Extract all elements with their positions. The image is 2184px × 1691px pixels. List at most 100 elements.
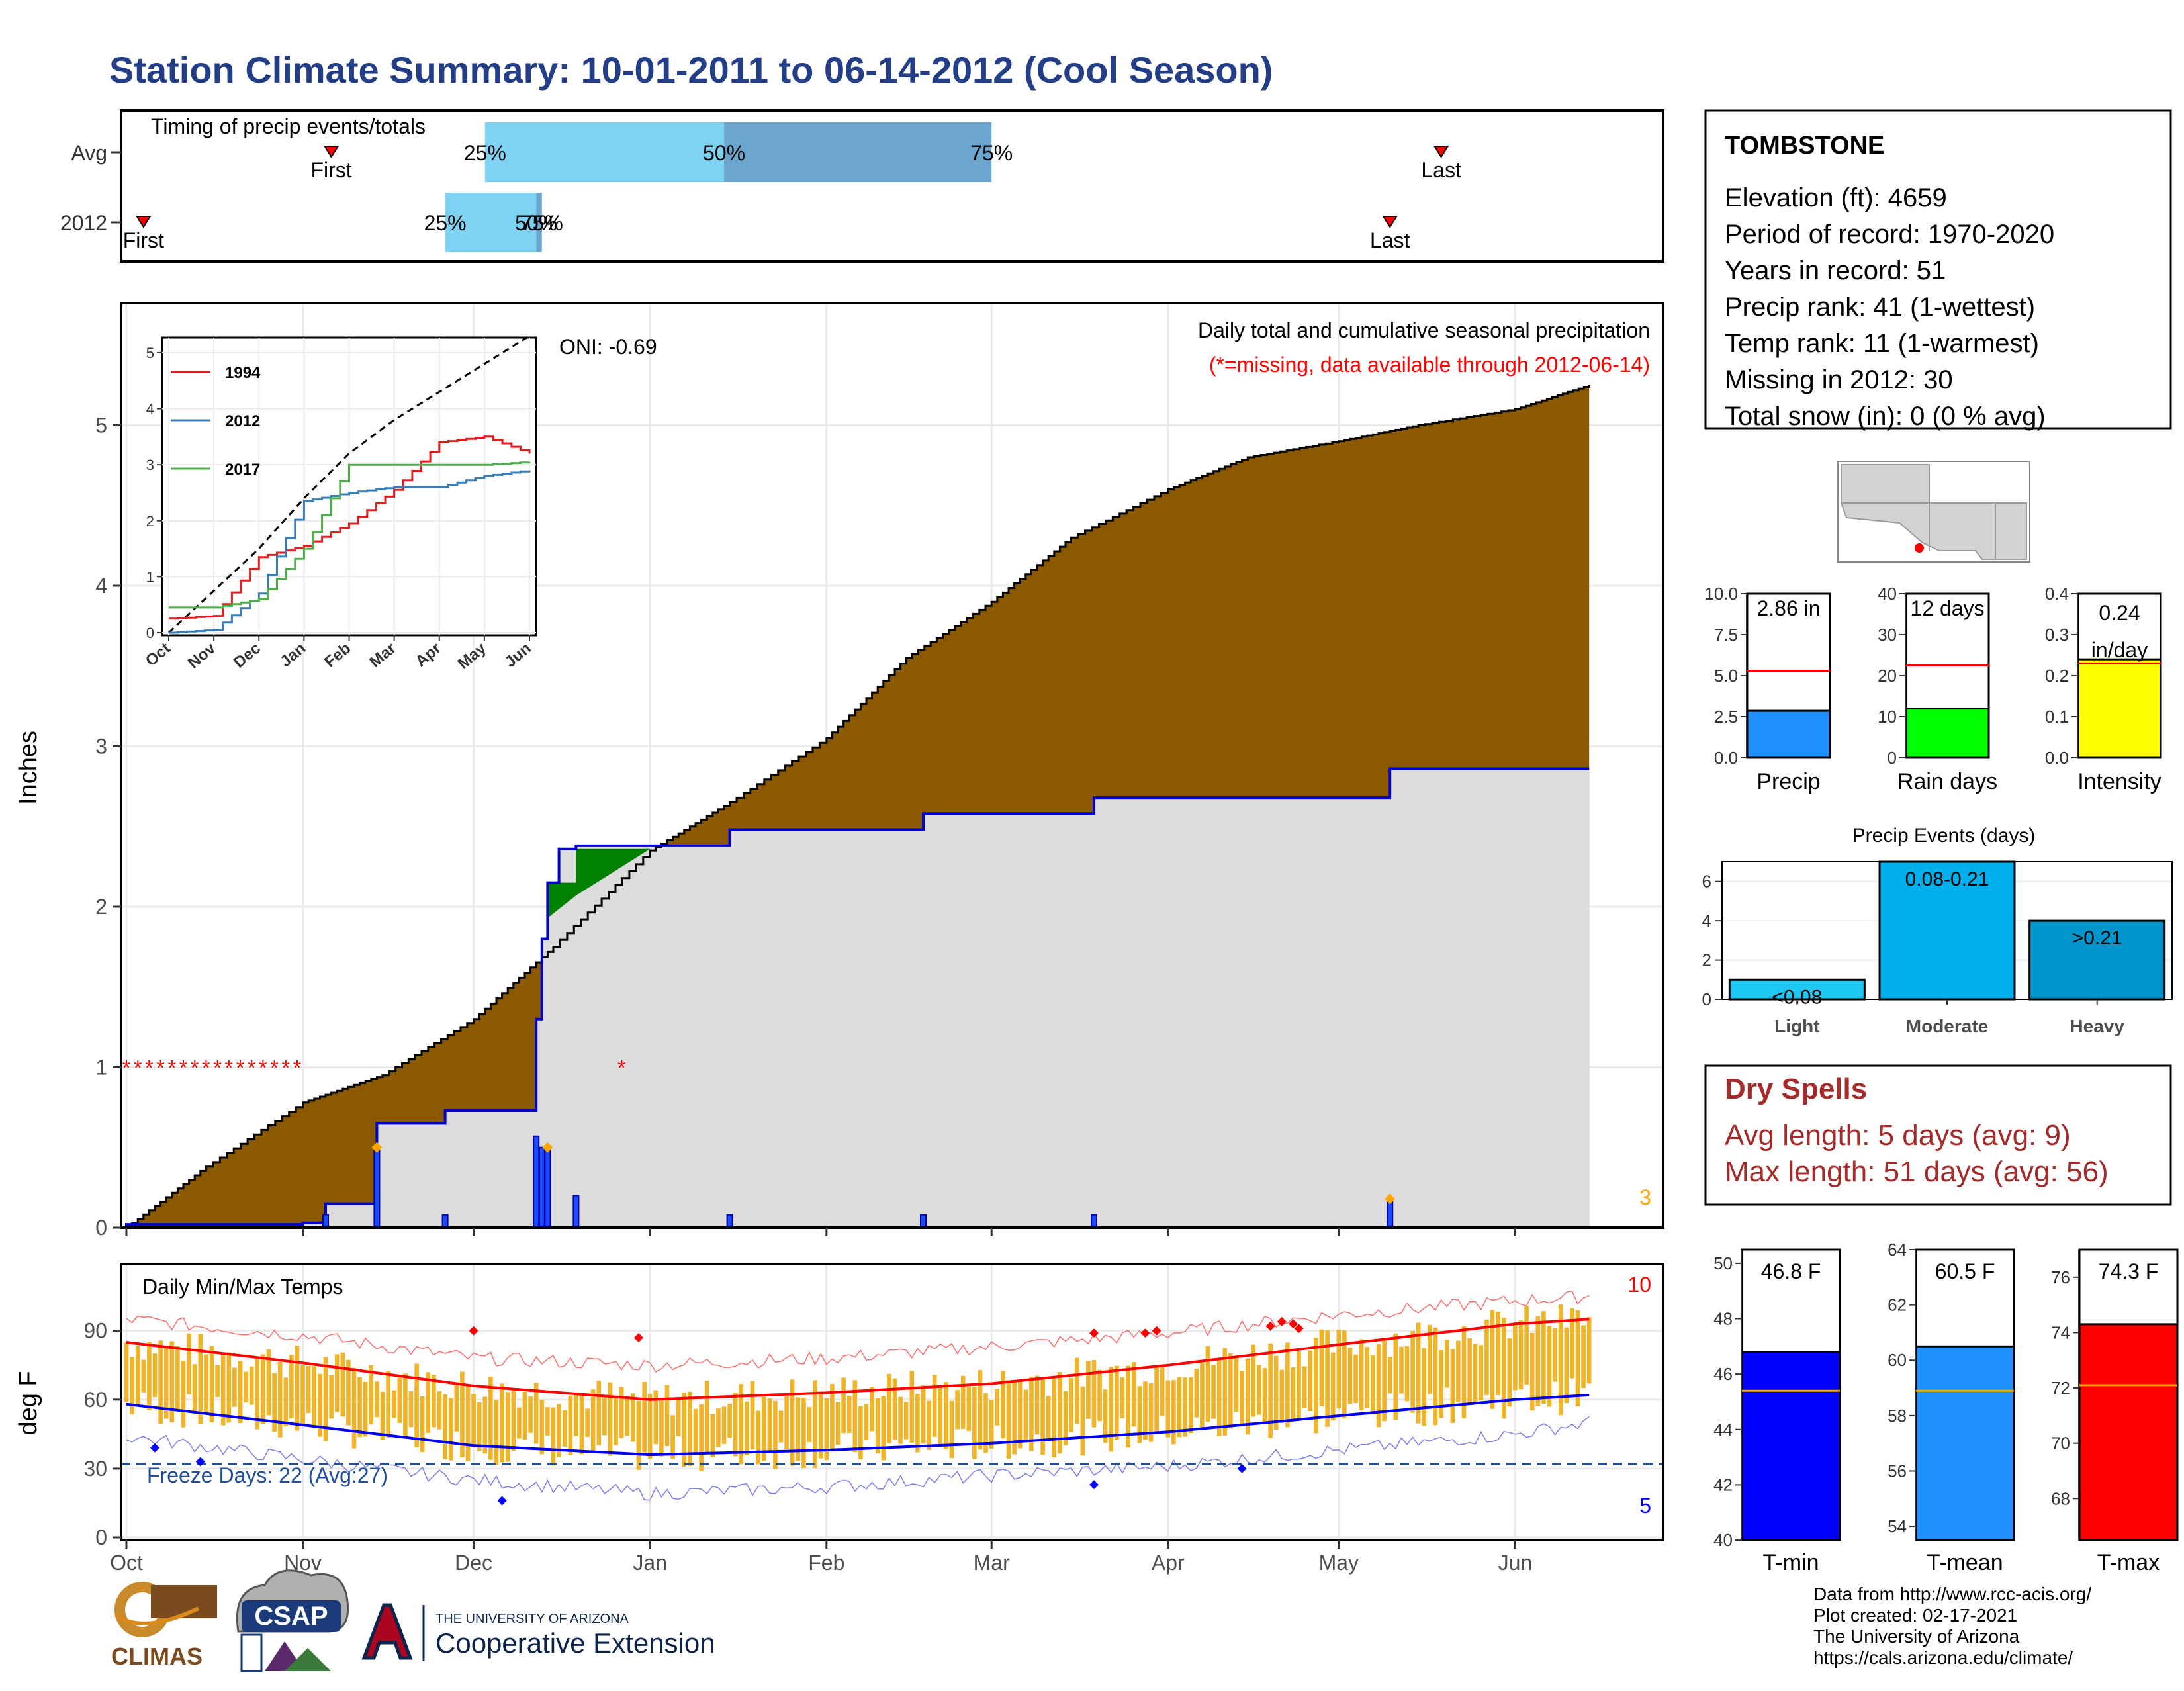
missing-data-star: * [122, 1056, 130, 1080]
missing-data-star: * [145, 1056, 153, 1080]
daily-temp-bar [1001, 1371, 1005, 1439]
daily-temp-bar [921, 1385, 926, 1444]
daily-temp-bar [533, 1383, 539, 1444]
small-bar-tick-label: 0.2 [2045, 666, 2069, 686]
daily-temp-bar [1387, 1357, 1392, 1394]
daily-temp-bar [1319, 1329, 1324, 1406]
daily-temp-bar [238, 1361, 243, 1424]
inset-y-tick-label: 4 [146, 401, 154, 418]
missing-data-star: * [259, 1056, 267, 1080]
timing-label-50: 50% [703, 141, 745, 165]
daily-temp-bar [773, 1400, 778, 1469]
temp-bar-tick-label: 50 [1713, 1254, 1733, 1273]
daily-temp-bar [482, 1396, 488, 1454]
daily-temp-bar [1086, 1361, 1091, 1419]
daily-temp-bar [192, 1364, 197, 1414]
x-tick-label: Jun [1498, 1551, 1533, 1575]
daily-temp-bar [1535, 1316, 1541, 1406]
record-high-marker [1265, 1321, 1275, 1331]
daily-temp-bar [1353, 1354, 1358, 1404]
daily-temp-bar [1074, 1357, 1079, 1424]
daily-temp-bar [255, 1358, 260, 1430]
daily-temp-bar [653, 1390, 659, 1445]
daily-temp-bar [505, 1392, 510, 1462]
missing-data-star: * [236, 1056, 244, 1080]
x-tick-label: May [1319, 1551, 1359, 1575]
daily-temp-bar [721, 1406, 727, 1444]
daily-temp-bar [380, 1391, 385, 1440]
daily-temp-bar [574, 1392, 578, 1436]
timing-bar-50-75 [724, 122, 992, 182]
daily-temp-bar [693, 1408, 698, 1453]
missing-data-star: * [202, 1056, 210, 1080]
daily-temp-bar [858, 1406, 863, 1460]
seasonal-bar-charts: 0.0 2.5 5.0 7.5 10.0 2.86 in Precip 0 10 20 30 40 12… [1704, 584, 2162, 794]
small-bar-precip [1746, 709, 1831, 759]
dry-spells-title: Dry Spells [1725, 1073, 1867, 1105]
daily-temp-bar [414, 1363, 419, 1447]
inset-legend-label: 2017 [225, 461, 260, 479]
temp-bar-axis-label: T-mean [1927, 1550, 2003, 1575]
daily-temp-bar [386, 1371, 390, 1438]
daily-temp-bar [1023, 1389, 1028, 1441]
daily-temp-bar [420, 1396, 425, 1453]
daily-temp-bar [375, 1381, 379, 1418]
daily-temp-bar [1063, 1391, 1068, 1446]
daily-temp-bar [391, 1390, 396, 1418]
daily-temp-bar [539, 1399, 545, 1455]
daily-temp-bar [369, 1365, 374, 1425]
daily-temp-bar [1365, 1347, 1370, 1408]
ahead-of-average-area [547, 848, 651, 918]
daily-temp-bar [949, 1400, 954, 1459]
daily-temp-bar [1416, 1322, 1421, 1424]
daily-temp-bar [363, 1381, 368, 1437]
daily-temp-bar [397, 1377, 402, 1423]
timing-panel: Timing of precip events/totals Avg 2012 … [60, 109, 1664, 263]
daily-temp-bar [670, 1415, 675, 1459]
timing-last-label: Last [1370, 228, 1410, 252]
footer-line-created: Plot created: 02-17-2021 [1813, 1605, 2017, 1625]
logo-university-arizona: THE UNIVERSITY OF ARIZONA Cooperative Ex… [361, 1603, 715, 1661]
daily-temp-bar [318, 1373, 322, 1437]
temp-y-tick-label: 60 [83, 1388, 107, 1412]
daily-temp-bar [1240, 1371, 1244, 1426]
timing-first-marker [135, 216, 152, 228]
missing-data-star: * [617, 1056, 625, 1080]
daily-temp-bar [471, 1394, 476, 1446]
logo-csap-text: CSAP [254, 1602, 328, 1631]
daily-temp-bar [875, 1398, 880, 1454]
daily-temp-bar [619, 1387, 624, 1438]
daily-temp-bar [226, 1352, 232, 1423]
daily-temp-bar [716, 1408, 721, 1447]
station-location-marker [1915, 543, 1924, 553]
daily-temp-bar [1200, 1362, 1205, 1428]
daily-temp-bar [1371, 1355, 1375, 1415]
footer-line-university: The University of Arizona [1813, 1626, 2020, 1647]
daily-precip-bar [373, 1146, 381, 1228]
small-bar-tick-label: 0.1 [2045, 707, 2069, 727]
daily-temp-bar [295, 1346, 300, 1431]
x-tick-label: Jan [633, 1551, 667, 1575]
logo-climas: CLIMAS [111, 1582, 217, 1670]
daily-temp-bar [494, 1400, 499, 1465]
inset-y-tick-label: 5 [146, 345, 154, 361]
heavy-event-marker [1385, 1193, 1396, 1205]
daily-temp-bar [1575, 1310, 1580, 1407]
timing-first-marker [323, 146, 340, 158]
missing-data-star: * [156, 1056, 164, 1080]
daily-temp-bar [135, 1346, 140, 1406]
daily-temp-bar [1126, 1365, 1130, 1448]
daily-temp-bar [1115, 1365, 1119, 1440]
daily-temp-bar [1382, 1338, 1387, 1422]
daily-temp-bar [688, 1391, 692, 1466]
average-min-line [126, 1393, 1590, 1457]
daily-temp-bar [1279, 1369, 1285, 1423]
freeze-days-label: Freeze Days: 22 (Avg:27) [147, 1463, 388, 1487]
timing-row-label-avg: Avg [71, 141, 107, 165]
temp-bar-t-max [2078, 1323, 2179, 1541]
daily-temp-bar [1177, 1377, 1182, 1438]
missing-data-star: * [134, 1056, 142, 1080]
daily-temp-bar [152, 1353, 158, 1398]
daily-precip-bar [322, 1214, 329, 1228]
